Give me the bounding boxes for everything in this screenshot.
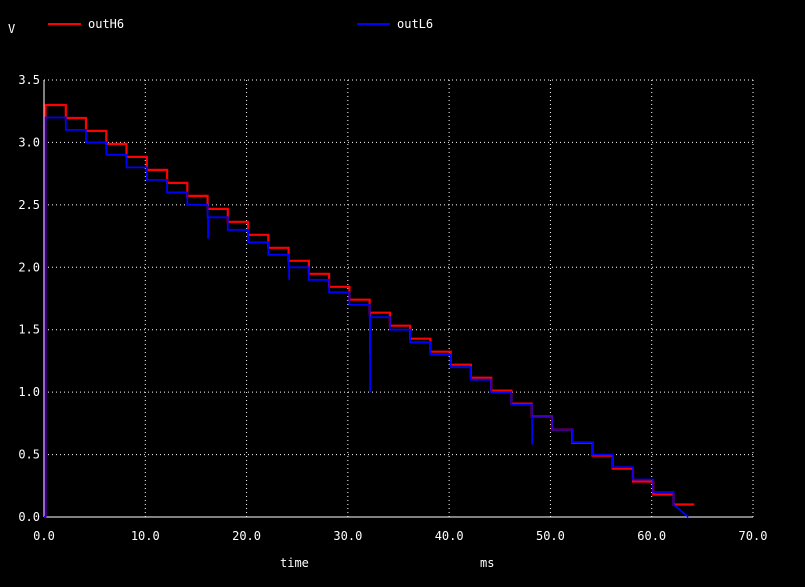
y-tick-label: 0.5 (18, 448, 40, 462)
x-axis-unit: ms (480, 556, 494, 570)
x-tick-label: 50.0 (536, 529, 565, 543)
x-tick-label: 30.0 (333, 529, 362, 543)
y-tick-label: 2.5 (18, 198, 40, 212)
y-tick-label: 0.0 (18, 510, 40, 524)
x-tick-label: 10.0 (131, 529, 160, 543)
grid (44, 79, 754, 517)
y-tick-label: 2.0 (18, 260, 40, 274)
series-outL6 (44, 116, 689, 518)
x-tick-label: 40.0 (435, 529, 464, 543)
y-axis-label: V (8, 22, 15, 36)
series-lines (44, 103, 695, 519)
axes (43, 80, 753, 518)
x-tick-label: 60.0 (637, 529, 666, 543)
y-tick-label: 3.5 (18, 73, 40, 87)
tick-labels: 0.0 10.0 20.0 30.0 40.0 50.0 60.0 70.0 0.0 0.5 1.0… (18, 73, 767, 543)
legend: outH6 outL6 (48, 17, 433, 31)
x-axis-label: time (280, 556, 309, 570)
x-tick-label: 70.0 (739, 529, 768, 543)
y-tick-label: 1.5 (18, 323, 40, 337)
y-tick-label: 3.0 (18, 135, 40, 149)
legend-item-outH6: outH6 (48, 17, 124, 31)
y-tick-label: 1.0 (18, 385, 40, 399)
x-tick-label: 0.0 (33, 529, 55, 543)
series-line-outL6 (44, 116, 689, 518)
legend-label: outH6 (88, 17, 124, 31)
legend-label: outL6 (397, 17, 433, 31)
x-tick-label: 20.0 (232, 529, 261, 543)
legend-item-outL6: outL6 (357, 17, 433, 31)
